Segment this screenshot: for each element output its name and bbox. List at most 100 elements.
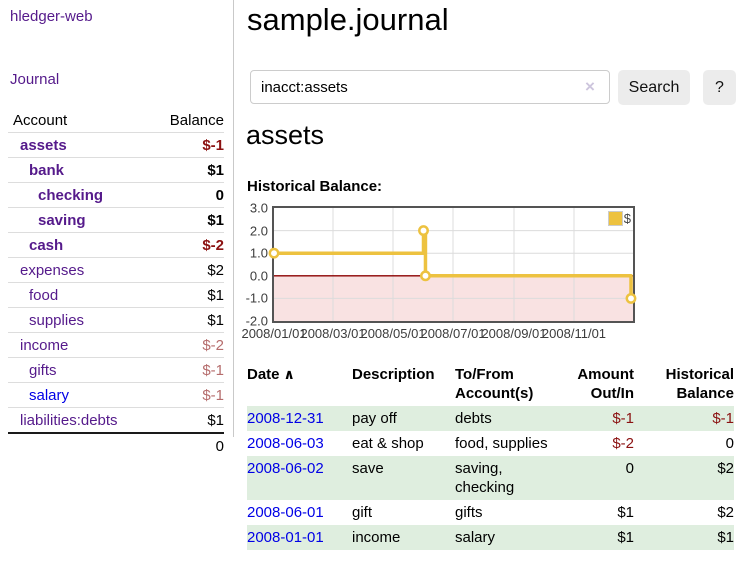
chart-x-tick-label: 2008/11/01 xyxy=(541,326,607,341)
chart-y-tick-label: 3.0 xyxy=(249,200,268,216)
transaction-row: 2008-01-01 income salary $1 $1 xyxy=(247,525,734,550)
account-balance: $1 xyxy=(207,161,224,179)
clear-search-icon[interactable]: × xyxy=(585,77,595,96)
account-link[interactable]: gifts xyxy=(29,361,57,379)
col-header-amount: Amount Out/In xyxy=(577,366,634,402)
account-row: cash $-2 xyxy=(8,232,224,257)
account-link[interactable]: income xyxy=(20,336,69,354)
chart-y-tick-label: 0.0 xyxy=(249,268,268,284)
chart-x-tick-label: 2008/09/01 xyxy=(481,326,547,341)
page-title: sample.journal xyxy=(247,2,449,37)
transaction-to-from: food, supplies xyxy=(455,435,548,452)
transaction-to-from: salary xyxy=(455,529,496,546)
account-balance: $1 xyxy=(207,411,224,429)
app-brand-link[interactable]: hledger-web xyxy=(10,8,93,25)
account-balance: $-1 xyxy=(202,361,224,379)
account-link[interactable]: liabilities:debts xyxy=(20,411,118,429)
account-balance: 0 xyxy=(215,186,224,204)
transaction-description: save xyxy=(352,460,384,477)
chart-y-tick-label: 2.0 xyxy=(249,223,268,239)
chart-y-tick-label: -2.0 xyxy=(245,313,268,329)
transaction-description: pay off xyxy=(352,410,397,427)
accounts-header-balance: Balance xyxy=(169,111,224,129)
transaction-to-from: gifts xyxy=(455,504,483,521)
account-heading: assets xyxy=(246,120,325,150)
account-balance: $-2 xyxy=(202,236,224,254)
transaction-date-link[interactable]: 2008-06-02 xyxy=(247,460,324,477)
transaction-balance: $1 xyxy=(717,529,734,546)
chart-x-tick-label: 2008/07/01 xyxy=(420,326,486,341)
chart-x-tick-label: 2008/03/01 xyxy=(300,326,366,341)
transaction-date-link[interactable]: 2008-01-01 xyxy=(247,529,324,546)
transaction-amount: $1 xyxy=(617,504,634,521)
transactions-table: Date ∧ Description To/From Account(s) Amo… xyxy=(247,362,734,550)
transaction-amount: $1 xyxy=(617,529,634,546)
search-input[interactable] xyxy=(250,70,610,104)
account-balance: $2 xyxy=(207,261,224,279)
accounts-total-row: 0 xyxy=(8,432,224,459)
transaction-description: gift xyxy=(352,504,373,521)
account-balance: $-1 xyxy=(202,386,224,404)
transaction-balance: $-1 xyxy=(712,410,734,427)
transaction-description: eat & shop xyxy=(352,435,424,452)
chart-x-tick-label: 2008/01/01 xyxy=(241,326,307,341)
account-balance: $1 xyxy=(207,311,224,329)
account-row: supplies $1 xyxy=(8,307,224,332)
account-row: expenses $2 xyxy=(8,257,224,282)
account-balance: $-2 xyxy=(202,336,224,354)
transaction-to-from: saving, checking xyxy=(455,460,515,496)
transaction-row: 2008-12-31 pay off debts $-1 $-1 xyxy=(247,406,734,431)
transaction-amount: $-1 xyxy=(612,410,634,427)
account-row: checking 0 xyxy=(8,182,224,207)
account-row: liabilities:debts $1 xyxy=(8,407,224,432)
chart-label: Historical Balance: xyxy=(247,178,383,195)
account-balance: $1 xyxy=(207,211,224,229)
accounts-total-value: 0 xyxy=(215,438,224,455)
search-button[interactable]: Search xyxy=(618,70,690,105)
legend-label: $ xyxy=(623,211,631,226)
transactions-header-row: Date ∧ Description To/From Account(s) Amo… xyxy=(247,362,734,406)
account-link[interactable]: supplies xyxy=(29,311,85,329)
transaction-balance: $2 xyxy=(717,504,734,521)
sidebar-divider xyxy=(233,0,234,437)
chart-canvas xyxy=(268,208,637,321)
transaction-balance: 0 xyxy=(725,435,734,452)
account-balance: $-1 xyxy=(202,136,224,154)
account-row: gifts $-1 xyxy=(8,357,224,382)
account-link[interactable]: bank xyxy=(29,161,65,179)
transaction-date-link[interactable]: 2008-06-01 xyxy=(247,504,324,521)
account-row: food $1 xyxy=(8,282,224,307)
account-row: assets $-1 xyxy=(8,132,224,157)
account-link[interactable]: food xyxy=(29,286,59,304)
accounts-header-account: Account xyxy=(13,111,68,129)
legend-swatch-icon xyxy=(607,211,623,226)
sort-ascending-icon: ∧ xyxy=(283,366,295,382)
account-row: salary $-1 xyxy=(8,382,224,407)
account-link[interactable]: saving xyxy=(38,211,86,229)
col-header-to-from: To/From Account(s) xyxy=(455,366,534,402)
account-link[interactable]: salary xyxy=(29,386,70,404)
account-link[interactable]: checking xyxy=(38,186,104,204)
transaction-balance: $2 xyxy=(717,460,734,477)
account-link[interactable]: assets xyxy=(20,136,67,154)
transaction-to-from: debts xyxy=(455,410,492,427)
accounts-header: Account Balance xyxy=(8,108,224,132)
transaction-date-link[interactable]: 2008-06-03 xyxy=(247,435,324,452)
transaction-amount: $-2 xyxy=(612,435,634,452)
historical-balance-chart: $ xyxy=(268,206,637,323)
transaction-row: 2008-06-01 gift gifts $1 $2 xyxy=(247,500,734,525)
sidebar-item-journal[interactable]: Journal xyxy=(10,71,60,88)
col-header-balance: Historical Balance xyxy=(665,366,734,402)
account-balance: $1 xyxy=(207,286,224,304)
transaction-row: 2008-06-02 save saving, checking 0 $2 xyxy=(247,456,734,500)
account-link[interactable]: cash xyxy=(29,236,64,254)
chart-x-tick-label: 2008/05/01 xyxy=(360,326,426,341)
col-header-date[interactable]: Date ∧ xyxy=(247,366,295,383)
accounts-sidebar: Account Balance assets $-1 bank $1 check… xyxy=(8,108,224,459)
transaction-date-link[interactable]: 2008-12-31 xyxy=(247,410,324,427)
chart-y-tick-label: -1.0 xyxy=(245,290,268,306)
transaction-amount: 0 xyxy=(625,460,634,477)
help-button[interactable]: ? xyxy=(703,70,736,105)
account-link[interactable]: expenses xyxy=(20,261,85,279)
transaction-description: income xyxy=(352,529,401,546)
